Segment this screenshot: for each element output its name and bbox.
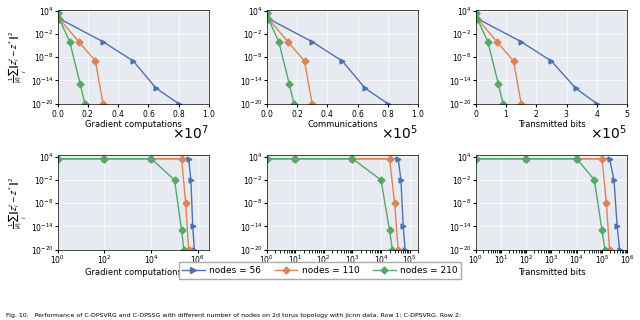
X-axis label: Communications: Communications bbox=[307, 120, 378, 129]
Y-axis label: $\frac{1}{|\mathcal{E}|}\sum_i\|z_i^t - z^*\|^2$: $\frac{1}{|\mathcal{E}|}\sum_i\|z_i^t - … bbox=[7, 30, 29, 83]
X-axis label: Gradient computations: Gradient computations bbox=[85, 268, 182, 276]
X-axis label: Transmitted bits: Transmitted bits bbox=[518, 268, 586, 276]
X-axis label: Communications: Communications bbox=[307, 268, 378, 276]
Legend: nodes = 56, nodes = 110, nodes = 210: nodes = 56, nodes = 110, nodes = 210 bbox=[179, 262, 461, 279]
Text: Fig. 10.   Performance of C-DPSVRG and C-DPSSG with different number of nodes on: Fig. 10. Performance of C-DPSVRG and C-D… bbox=[6, 313, 461, 318]
X-axis label: Transmitted bits: Transmitted bits bbox=[518, 120, 586, 129]
Y-axis label: $\frac{1}{|\mathcal{E}|}\sum_i\|z_i^t - z^*\|^2$: $\frac{1}{|\mathcal{E}|}\sum_i\|z_i^t - … bbox=[7, 176, 29, 229]
X-axis label: Gradient computations: Gradient computations bbox=[85, 120, 182, 129]
